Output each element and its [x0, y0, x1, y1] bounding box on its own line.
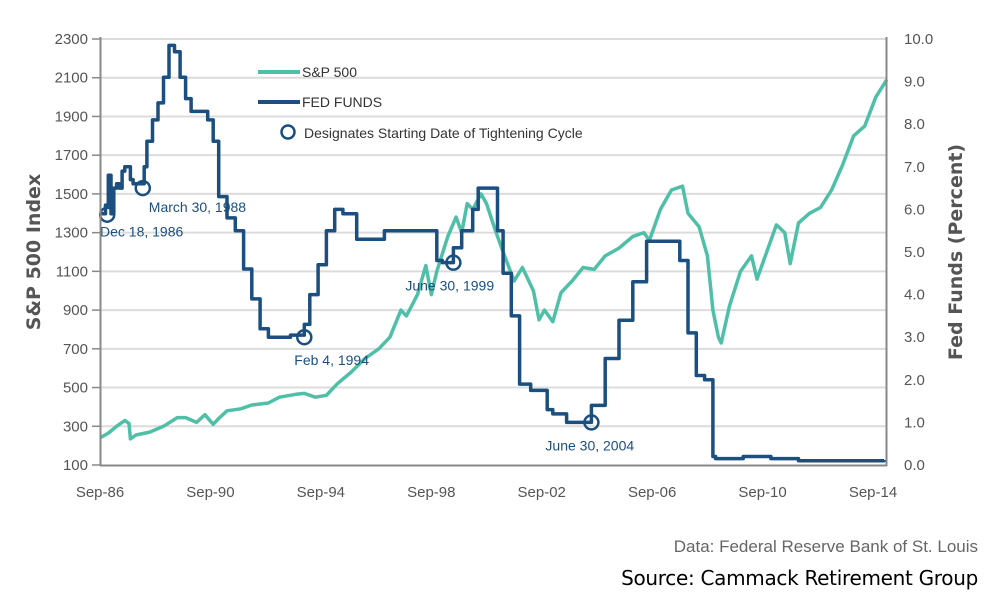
legend-circle-icon: [280, 124, 296, 140]
legend-fedfunds-label: FED FUNDS: [302, 94, 382, 110]
x-tick-label: Sep-10: [738, 484, 786, 501]
left-tick-label: 100: [63, 457, 88, 474]
x-tick-label: Sep-02: [518, 484, 566, 501]
sp500-line: [99, 78, 889, 441]
fed-funds-line: [100, 43, 886, 463]
legend: S&P 500 FED FUNDS Designates Starting Da…: [258, 64, 583, 141]
left-tick-label: 1700: [55, 147, 88, 164]
legend-tightening-label: Designates Starting Date of Tightening C…: [304, 125, 583, 141]
tightening-marker: [583, 414, 600, 431]
series-lines: [99, 43, 889, 463]
annotation-label: June 30, 2004: [545, 437, 634, 453]
left-tick-label: 1100: [56, 263, 88, 280]
left-tick-label: 2100: [55, 70, 88, 87]
left-tick-label: 1500: [55, 186, 88, 203]
legend-sp500-label: S&P 500: [302, 64, 357, 80]
right-tick-label: 7.0: [904, 159, 925, 176]
x-tick-label: Sep-86: [76, 484, 124, 501]
left-axis-ticks: 2300 2100 1900 1700 1500 1300 1100 900 700 500 300…: [55, 31, 100, 474]
right-tick-label: 5.0: [904, 244, 925, 261]
annotation-label: March 30, 1988: [149, 199, 246, 215]
tightening-marker: [445, 254, 462, 271]
left-tick-label: 300: [63, 418, 88, 435]
annotation-label: Feb 4, 1994: [294, 352, 369, 368]
right-axis-title: Fed Funds (Percent): [945, 144, 967, 360]
x-axis-ticks: Sep-86 Sep-90 Sep-94 Sep-98 Sep-02 Sep-06 Sep-…: [76, 484, 897, 501]
annotation-label: June 30, 1999: [405, 278, 494, 294]
x-tick-label: Sep-06: [628, 484, 676, 501]
right-tick-label: 10.0: [904, 31, 933, 48]
right-axis-ticks: 10.0 9.0 8.0 7.0 6.0 5.0 4.0 3.0 2.0 1.0 0.0: [904, 31, 933, 474]
left-tick-label: 1900: [55, 108, 88, 125]
right-tick-label: 2.0: [904, 372, 925, 389]
gridlines: [100, 38, 886, 428]
source-credit: Source: Cammack Retirement Group: [621, 566, 978, 590]
left-tick-label: 2300: [55, 31, 88, 48]
right-tick-label: 9.0: [904, 74, 925, 91]
left-axis-title: S&P 500 Index: [23, 174, 45, 330]
x-tick-label: Sep-94: [297, 484, 345, 501]
left-tick-label: 900: [63, 302, 88, 319]
left-tick-label: 700: [63, 341, 88, 358]
x-tick-label: Sep-98: [407, 484, 455, 501]
right-tick-label: 0.0: [904, 457, 925, 474]
x-tick-label: Sep-14: [849, 484, 897, 501]
right-tick-label: 1.0: [904, 414, 925, 431]
annotations: Dec 18, 1986 March 30, 1988 Feb 4, 1994 Jun…: [98, 179, 634, 453]
annotation-label: Dec 18, 1986: [100, 224, 183, 240]
left-tick-label: 500: [63, 380, 88, 397]
right-tick-label: 6.0: [904, 201, 925, 218]
right-tick-label: 3.0: [904, 329, 925, 346]
tightening-marker: [296, 328, 313, 346]
right-tick-label: 8.0: [904, 116, 925, 133]
left-tick-label: 1300: [55, 225, 88, 242]
x-tick-label: Sep-90: [186, 484, 234, 501]
tightening-marker: [134, 179, 152, 197]
right-tick-label: 4.0: [904, 287, 925, 304]
data-credit: Data: Federal Reserve Bank of St. Louis: [673, 537, 978, 556]
